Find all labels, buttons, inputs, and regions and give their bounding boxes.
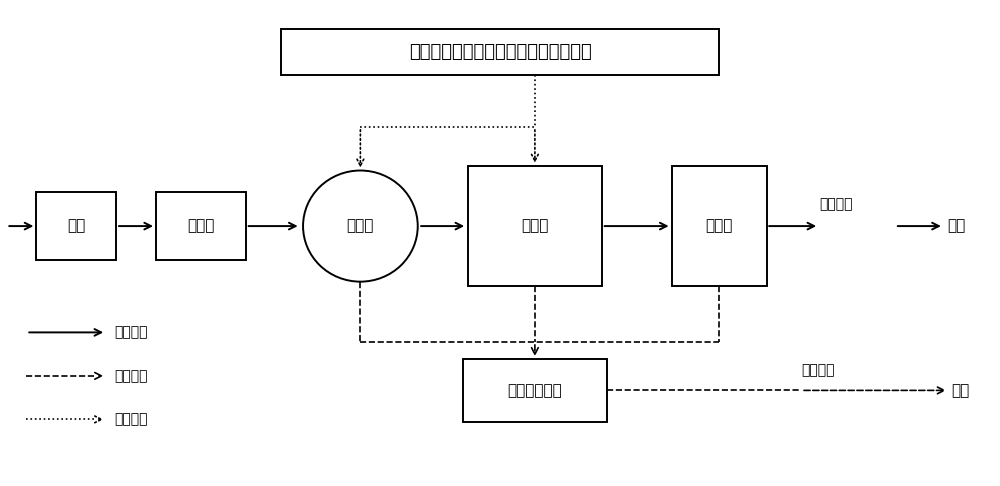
Text: 污水流程: 污水流程 <box>114 326 148 339</box>
Ellipse shape <box>303 171 418 282</box>
FancyBboxPatch shape <box>468 166 602 286</box>
Text: 排水: 排水 <box>947 219 965 234</box>
Text: 厌氧池: 厌氧池 <box>347 219 374 234</box>
Text: 水质检测: 水质检测 <box>819 197 853 211</box>
FancyBboxPatch shape <box>281 29 719 75</box>
FancyBboxPatch shape <box>36 192 116 260</box>
Text: 沉淀池: 沉淀池 <box>706 219 733 234</box>
Text: 污泥浓缩设备: 污泥浓缩设备 <box>508 383 562 398</box>
Text: 降解酚类内分泌干扰物复合微生物菌剂: 降解酚类内分泌干扰物复合微生物菌剂 <box>409 43 591 61</box>
Text: 污泥流程: 污泥流程 <box>114 369 148 383</box>
Text: 沉砂池: 沉砂池 <box>187 219 215 234</box>
FancyBboxPatch shape <box>463 359 607 422</box>
Text: 污泥检测: 污泥检测 <box>801 363 835 377</box>
Text: 排泥: 排泥 <box>952 383 970 398</box>
Text: 投加菌剂: 投加菌剂 <box>114 413 148 426</box>
Text: 好氧池: 好氧池 <box>521 219 549 234</box>
Text: 格栅: 格栅 <box>67 219 85 234</box>
FancyBboxPatch shape <box>672 166 767 286</box>
FancyBboxPatch shape <box>156 192 246 260</box>
